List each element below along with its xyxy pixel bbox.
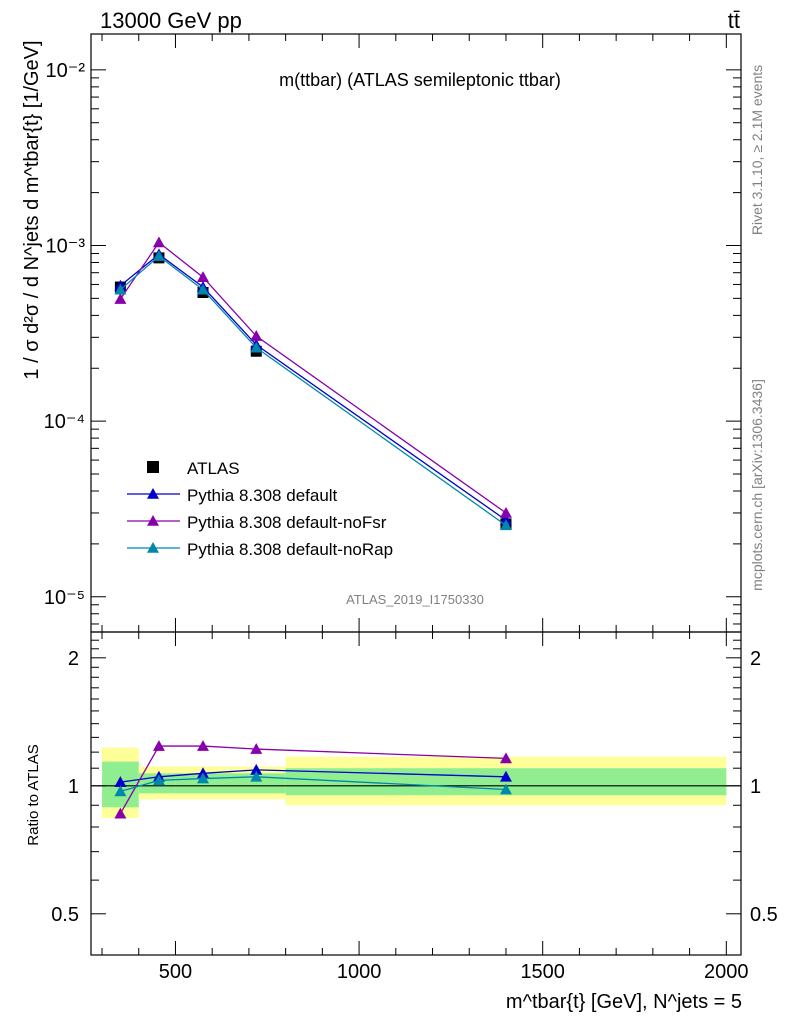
series-line-0: [119, 253, 507, 521]
series-point-2: [499, 519, 512, 531]
ratio-y-tick-label: 2: [68, 648, 79, 670]
legend-marker-1: [147, 515, 159, 526]
y-tick-label: 10⁻²: [46, 60, 86, 82]
series-point-2: [250, 341, 263, 353]
ratio-point-2: [152, 774, 165, 786]
main-series: [114, 236, 512, 531]
series-point-1: [152, 236, 165, 248]
series-point-1: [499, 506, 512, 518]
ratio-point-0: [250, 763, 263, 775]
main-frame: 10⁻⁵ 10⁻⁴ 10⁻³ 10⁻²: [44, 33, 742, 955]
y-tick-label: 10⁻⁴: [44, 411, 85, 433]
legend-label-2: Pythia 8.308 default-noRap: [187, 540, 393, 559]
x-tick-label: 500: [159, 961, 192, 983]
main-panel: 10⁻⁵ 10⁻⁴ 10⁻³ 10⁻² m(ttbar) (ATLAS semilep…: [44, 33, 742, 955]
axes-frame: [90, 631, 742, 956]
process-label: tt̄: [728, 8, 740, 33]
x-tick-label: 1500: [520, 961, 565, 983]
ratio-point-1: [114, 807, 127, 819]
ratio-y-tick-label-right: 0.5: [750, 904, 778, 926]
ratio-y-tick-label: 0.5: [51, 904, 79, 926]
series-line-2: [119, 255, 507, 526]
ratio-frame: 500 1000 1500 2000 0.5 0.5 1 1 2 2: [51, 631, 778, 983]
legend-label-data: ATLAS: [187, 459, 240, 478]
ratio-point-2: [499, 783, 512, 795]
legend: ATLAS Pythia 8.308 default Pythia 8.308 de…: [127, 459, 393, 559]
chart-title: m(ttbar) (ATLAS semileptonic ttbar): [279, 70, 561, 90]
ratio-bands: [91, 747, 741, 818]
y-tick-label: 10⁻³: [46, 235, 86, 257]
ratio-point-2: [114, 785, 127, 797]
series-point-2: [197, 283, 210, 295]
ratio-point-1: [152, 740, 165, 751]
ratio-point-1: [197, 740, 210, 751]
y-tick-label: 10⁻⁵: [44, 587, 85, 609]
ratio-point-1: [499, 752, 512, 764]
legend-marker-data: [147, 461, 159, 473]
series-point-1: [197, 271, 210, 282]
series-point-1: [250, 330, 263, 341]
legend-marker-2: [147, 542, 159, 553]
series-line-1: [119, 241, 507, 514]
ratio-y-tick-label-right: 2: [750, 648, 761, 670]
ratio-panel: 500 1000 1500 2000 0.5 0.5 1 1 2 2: [51, 631, 778, 983]
mcplots-label: mcplots.cern.ch [arXiv:1306.3436]: [749, 379, 765, 591]
legend-marker-0: [147, 488, 159, 499]
analysis-label: ATLAS_2019_I1750330: [346, 592, 484, 607]
ratio-y-tick-label-right: 1: [750, 776, 761, 798]
legend-label-0: Pythia 8.308 default: [187, 486, 338, 505]
x-tick-label: 2000: [704, 961, 749, 983]
ratio-point-2: [197, 772, 210, 784]
ratio-point-0: [499, 770, 512, 782]
series-point-2: [152, 250, 165, 261]
beam-label: 13000 GeV pp: [100, 8, 242, 33]
y-axis-title-ratio: Ratio to ATLAS: [25, 744, 42, 845]
ratio-point-0: [114, 776, 127, 787]
rivet-label: Rivet 3.1.10, ≥ 2.1M events: [749, 65, 765, 235]
legend-label-1: Pythia 8.308 default-noFsr: [187, 513, 387, 532]
stat-band: [230, 773, 286, 794]
y-axis-title-main: 1 / σ d²σ / d N^jets d m^tbar{t} [1/GeV]: [21, 40, 43, 379]
ratio-point-2: [250, 770, 263, 782]
series-point-1: [114, 293, 127, 304]
x-axis-title: m^tbar{t} [GeV], N^jets = 5: [506, 991, 742, 1013]
ratio-series: [114, 740, 512, 819]
series-point-2: [114, 283, 127, 295]
x-tick-label: 1000: [337, 961, 382, 983]
ratio-point-1: [250, 743, 263, 754]
ratio-y-tick-label: 1: [68, 776, 79, 798]
